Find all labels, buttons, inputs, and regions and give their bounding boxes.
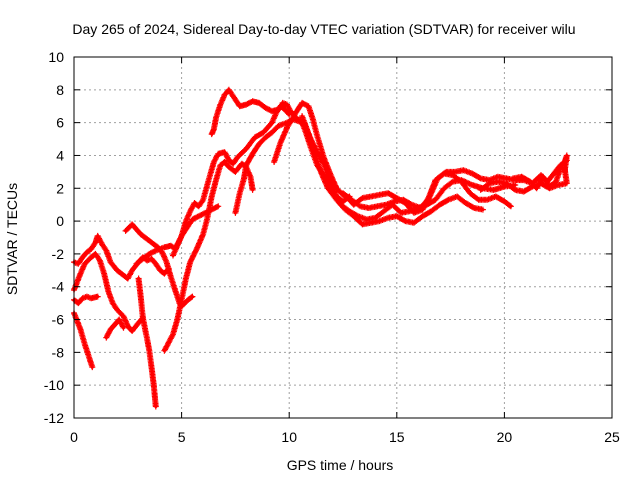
y-tick-label: 2	[56, 180, 64, 196]
series-arc-2	[71, 310, 96, 371]
y-tick-label: 4	[56, 147, 64, 163]
y-tick-label: -4	[52, 279, 65, 295]
series-markers	[170, 103, 293, 259]
y-tick-label: 6	[56, 115, 64, 131]
x-tick-label: 0	[70, 429, 78, 445]
series-markers	[510, 152, 570, 192]
series-arc-7	[135, 275, 159, 410]
series-arc-1	[71, 293, 101, 307]
series-arc-3	[71, 232, 172, 282]
chart-title: Day 265 of 2024, Sidereal Day-to-day VTE…	[72, 21, 575, 37]
y-tick-label: -12	[44, 410, 64, 426]
series-arc-13	[271, 99, 514, 216]
series-track	[171, 104, 291, 258]
series-markers	[271, 99, 514, 216]
y-tick-label: 8	[56, 82, 64, 98]
series-arc-10	[170, 103, 293, 259]
series-markers	[299, 113, 486, 228]
data-series	[71, 86, 570, 410]
series-markers	[135, 275, 159, 410]
series-markers	[71, 232, 172, 282]
x-tick-label: 15	[389, 429, 405, 445]
series-arc-17	[510, 152, 570, 192]
series-markers	[71, 293, 101, 307]
x-tick-label: 10	[281, 429, 297, 445]
y-axis-label: SDTVAR / TECUs	[4, 183, 20, 295]
grid	[74, 57, 612, 418]
series-markers	[103, 316, 127, 341]
axis-ticks	[73, 56, 613, 419]
y-tick-label: -10	[44, 377, 64, 393]
x-tick-label: 25	[604, 429, 620, 445]
series-markers	[71, 310, 96, 371]
y-tick-label: -8	[52, 344, 65, 360]
x-tick-label: 5	[178, 429, 186, 445]
series-arc-4	[71, 250, 146, 334]
x-axis-tick-labels: 0 5 10 15 20 25	[70, 429, 620, 445]
y-axis-tick-labels: -12 -10 -8 -6 -4 -2 0 2 4 6 8 10	[44, 49, 64, 426]
plot-frame	[73, 56, 613, 419]
y-tick-label: -6	[52, 312, 65, 328]
series-arc-9	[161, 159, 256, 354]
series-arc-14	[299, 113, 486, 228]
y-tick-label: -2	[52, 246, 65, 262]
series-arc-5	[103, 316, 127, 341]
y-tick-label: 0	[56, 213, 64, 229]
x-axis-label: GPS time / hours	[287, 457, 394, 473]
y-tick-label: 10	[48, 49, 64, 65]
x-tick-label: 20	[497, 429, 513, 445]
